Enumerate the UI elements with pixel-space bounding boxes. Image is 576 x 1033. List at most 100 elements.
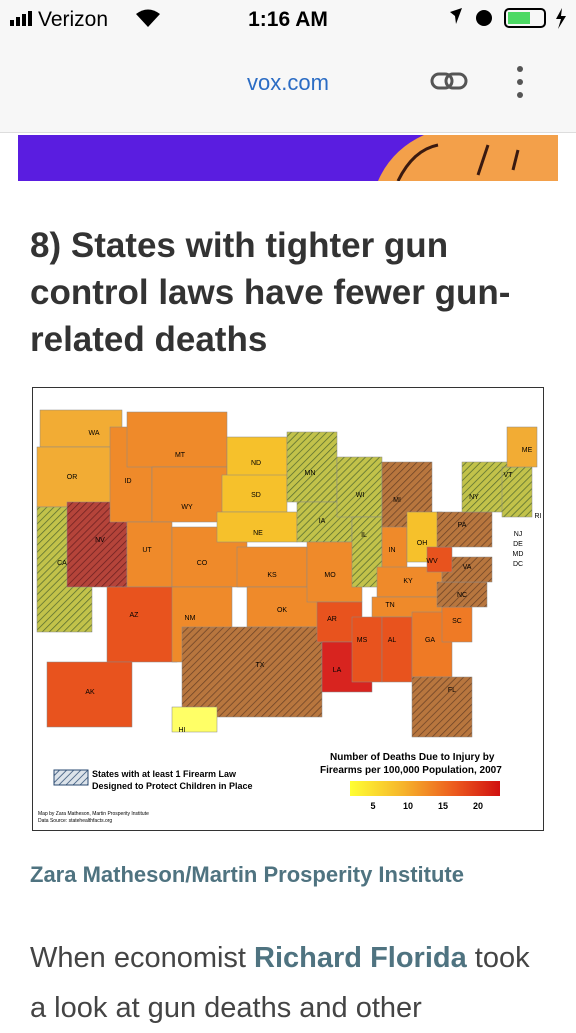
state-label: CO (197, 560, 208, 567)
state-label: ID (125, 478, 132, 485)
state-label: WA (88, 430, 99, 437)
state-shape (126, 411, 228, 468)
state-label: NY (469, 494, 479, 501)
hatch-swatch (53, 769, 89, 786)
state-label: GA (425, 637, 435, 644)
state-shape (171, 706, 218, 733)
color-scale (350, 781, 500, 796)
state-shape (436, 581, 488, 608)
state-shape (351, 616, 383, 683)
state-label: VT (504, 472, 514, 479)
state-label: WV (426, 558, 438, 565)
state-shape (36, 446, 113, 508)
scale-title: Number of Deaths Due to Injury by (330, 752, 495, 763)
scale-tick-label: 5 (370, 801, 375, 811)
scale-title: Firearms per 100,000 Population, 2007 (320, 765, 502, 776)
state-shape (126, 521, 173, 588)
state-label: SC (452, 618, 462, 625)
state-label: ME (522, 447, 533, 454)
body-text: took a look at gun deaths and other (30, 942, 530, 1024)
legend-text: States with at least 1 Firearm Law (92, 769, 237, 779)
state-label: CA (57, 560, 67, 567)
state-label: MD (513, 551, 524, 558)
state-label: NE (253, 530, 263, 537)
states: WA OR CA NV ID MT WY UT CO AZ NM ND SD NE KS OK TX MN IA MO… (36, 409, 542, 738)
state-label: OR (67, 474, 78, 481)
state-label: MS (357, 637, 368, 644)
status-icons: Verizon 1:16 AM (10, 8, 566, 31)
state-label: TN (385, 602, 394, 609)
state-shape (181, 626, 323, 718)
state-label: NC (457, 592, 467, 599)
heading: 8) States with tighter gun control laws … (30, 226, 511, 359)
state-label: TX (256, 662, 265, 669)
state-label: MO (324, 572, 336, 579)
state-label: ND (251, 460, 261, 467)
state-shape (501, 466, 533, 518)
state-shape (39, 409, 123, 448)
state-shape (336, 456, 383, 518)
scale-tick-label: 15 (438, 801, 448, 811)
state-shape (236, 546, 308, 588)
state-label: MN (305, 470, 316, 477)
state-label: NM (185, 615, 196, 622)
state-label: OH (417, 540, 428, 547)
state-label: FL (448, 687, 456, 694)
state-label: DE (513, 541, 523, 548)
state-label: PA (458, 522, 467, 529)
state-label: AK (85, 689, 95, 696)
banner-image (18, 135, 558, 181)
scale-tick-label: 10 (403, 801, 413, 811)
state-label: WI (356, 492, 365, 499)
legend-text: Designed to Protect Children in Place (92, 781, 253, 791)
state-label: SD (251, 492, 261, 499)
state-shape (216, 511, 298, 543)
browser-controls: vox.com (247, 66, 523, 98)
scale-tick-label: 20 (473, 801, 483, 811)
body-text: When economist (30, 942, 255, 974)
state-shape (441, 606, 473, 643)
body-text: When economist Richard Florida took a lo… (30, 933, 550, 1033)
state-shape (226, 436, 288, 478)
state-label: AZ (130, 612, 140, 619)
map-figure: WA OR CA NV ID MT WY UT CO AZ NM ND SD NE KS OK TX MN IA MO… (32, 387, 544, 831)
state-label: OK (277, 607, 287, 614)
state-shape (506, 426, 538, 468)
status-bar: Verizon 1:16 AM (0, 0, 576, 40)
state-label: IN (389, 547, 396, 554)
state-label: AR (327, 616, 337, 623)
state-label: RI (535, 513, 542, 520)
map-credit: Map by Zara Matheson, Martin Prosperity … (38, 811, 149, 817)
carrier: Verizon (38, 8, 108, 31)
state-shape (461, 461, 508, 513)
state-label: WY (181, 504, 193, 511)
state-shape (436, 511, 493, 548)
url[interactable]: vox.com (247, 70, 329, 95)
state-label: MT (175, 452, 186, 459)
state-shape (426, 546, 453, 573)
state-label: AL (388, 637, 397, 644)
state-shape (46, 661, 133, 728)
link[interactable]: Richard Florida (254, 942, 467, 974)
state-label: NV (95, 537, 105, 544)
state-shape (286, 431, 338, 503)
state-shape (106, 586, 178, 663)
state-label: UT (142, 547, 152, 554)
state-shape (151, 466, 228, 523)
state-label: VA (463, 564, 472, 571)
clock: 1:16 AM (248, 8, 328, 31)
map-credit: Data Source: statehealthfacts.org (38, 818, 112, 824)
state-label: KY (403, 578, 413, 585)
state-label: IL (361, 532, 367, 539)
state-label: HI (179, 727, 186, 734)
browser-bar: vox.com (0, 40, 576, 133)
state-label: NJ (514, 531, 523, 538)
state-shape (381, 616, 413, 683)
state-label: LA (333, 667, 342, 674)
state-label: DC (513, 561, 523, 568)
state-shape (411, 676, 473, 738)
image-credit: Zara Matheson/Martin Prosperity Institut… (30, 862, 464, 887)
state-label: MI (393, 497, 401, 504)
state-label: IA (319, 518, 326, 525)
